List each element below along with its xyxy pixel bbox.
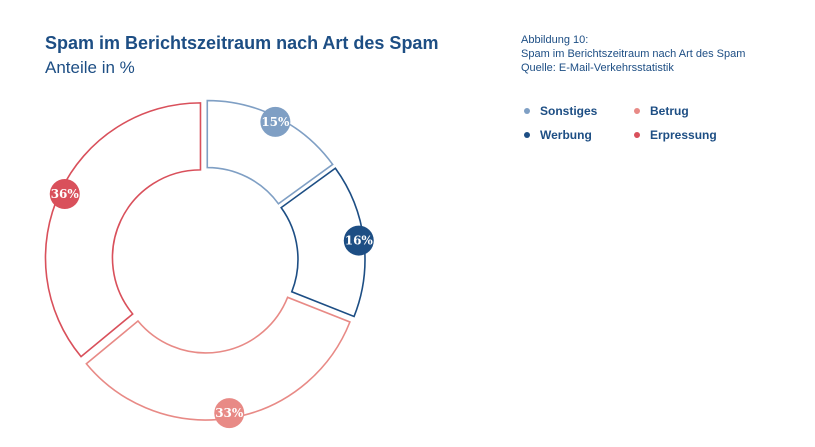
donut-segment-sonstiges [206, 99, 334, 205]
value-badge-erpressung [49, 179, 80, 210]
legend-dot-werbung [524, 132, 530, 138]
legend-item-betrug: Betrug [631, 104, 741, 118]
legend-dot-betrug [634, 108, 640, 114]
value-badge-werbung [343, 225, 374, 256]
legend-label-sonstiges: Sonstiges [540, 104, 598, 118]
value-badge-betrug [214, 398, 245, 429]
chart-legend: Sonstiges Betrug Werbung Erpressung [521, 104, 741, 142]
caption-figure-number: Abbildung 10: [521, 34, 589, 46]
chart-subtitle: Anteile in % [45, 58, 135, 77]
figure-caption: Abbildung 10: Spam im Berichtszeitraum n… [521, 33, 745, 75]
value-label-erpressung: 36% [51, 187, 80, 201]
caption-source: Quelle: E-Mail-Verkehrsstatistik [521, 62, 674, 74]
legend-label-werbung: Werbung [540, 128, 592, 142]
value-label-werbung: 16% [345, 234, 374, 248]
value-badge-sonstiges [260, 106, 291, 137]
caption-figure-title: Spam im Berichtszeitraum nach Art des Sp… [521, 48, 746, 60]
donut-segment-erpressung [44, 102, 202, 358]
legend-dot-sonstiges [524, 108, 530, 114]
chart-title: Spam im Berichtszeitraum nach Art des Sp… [45, 33, 439, 53]
legend-label-erpressung: Erpressung [650, 128, 717, 142]
legend-dot-erpressung [634, 132, 640, 138]
legend-item-werbung: Werbung [521, 128, 631, 142]
donut-segment-betrug [85, 296, 351, 421]
legend-label-betrug: Betrug [650, 104, 689, 118]
legend-item-erpressung: Erpressung [631, 128, 741, 142]
legend-item-sonstiges: Sonstiges [521, 104, 631, 118]
donut-segment-werbung [280, 167, 366, 318]
value-label-betrug: 33% [215, 406, 244, 420]
value-label-sonstiges: 15% [261, 115, 290, 129]
